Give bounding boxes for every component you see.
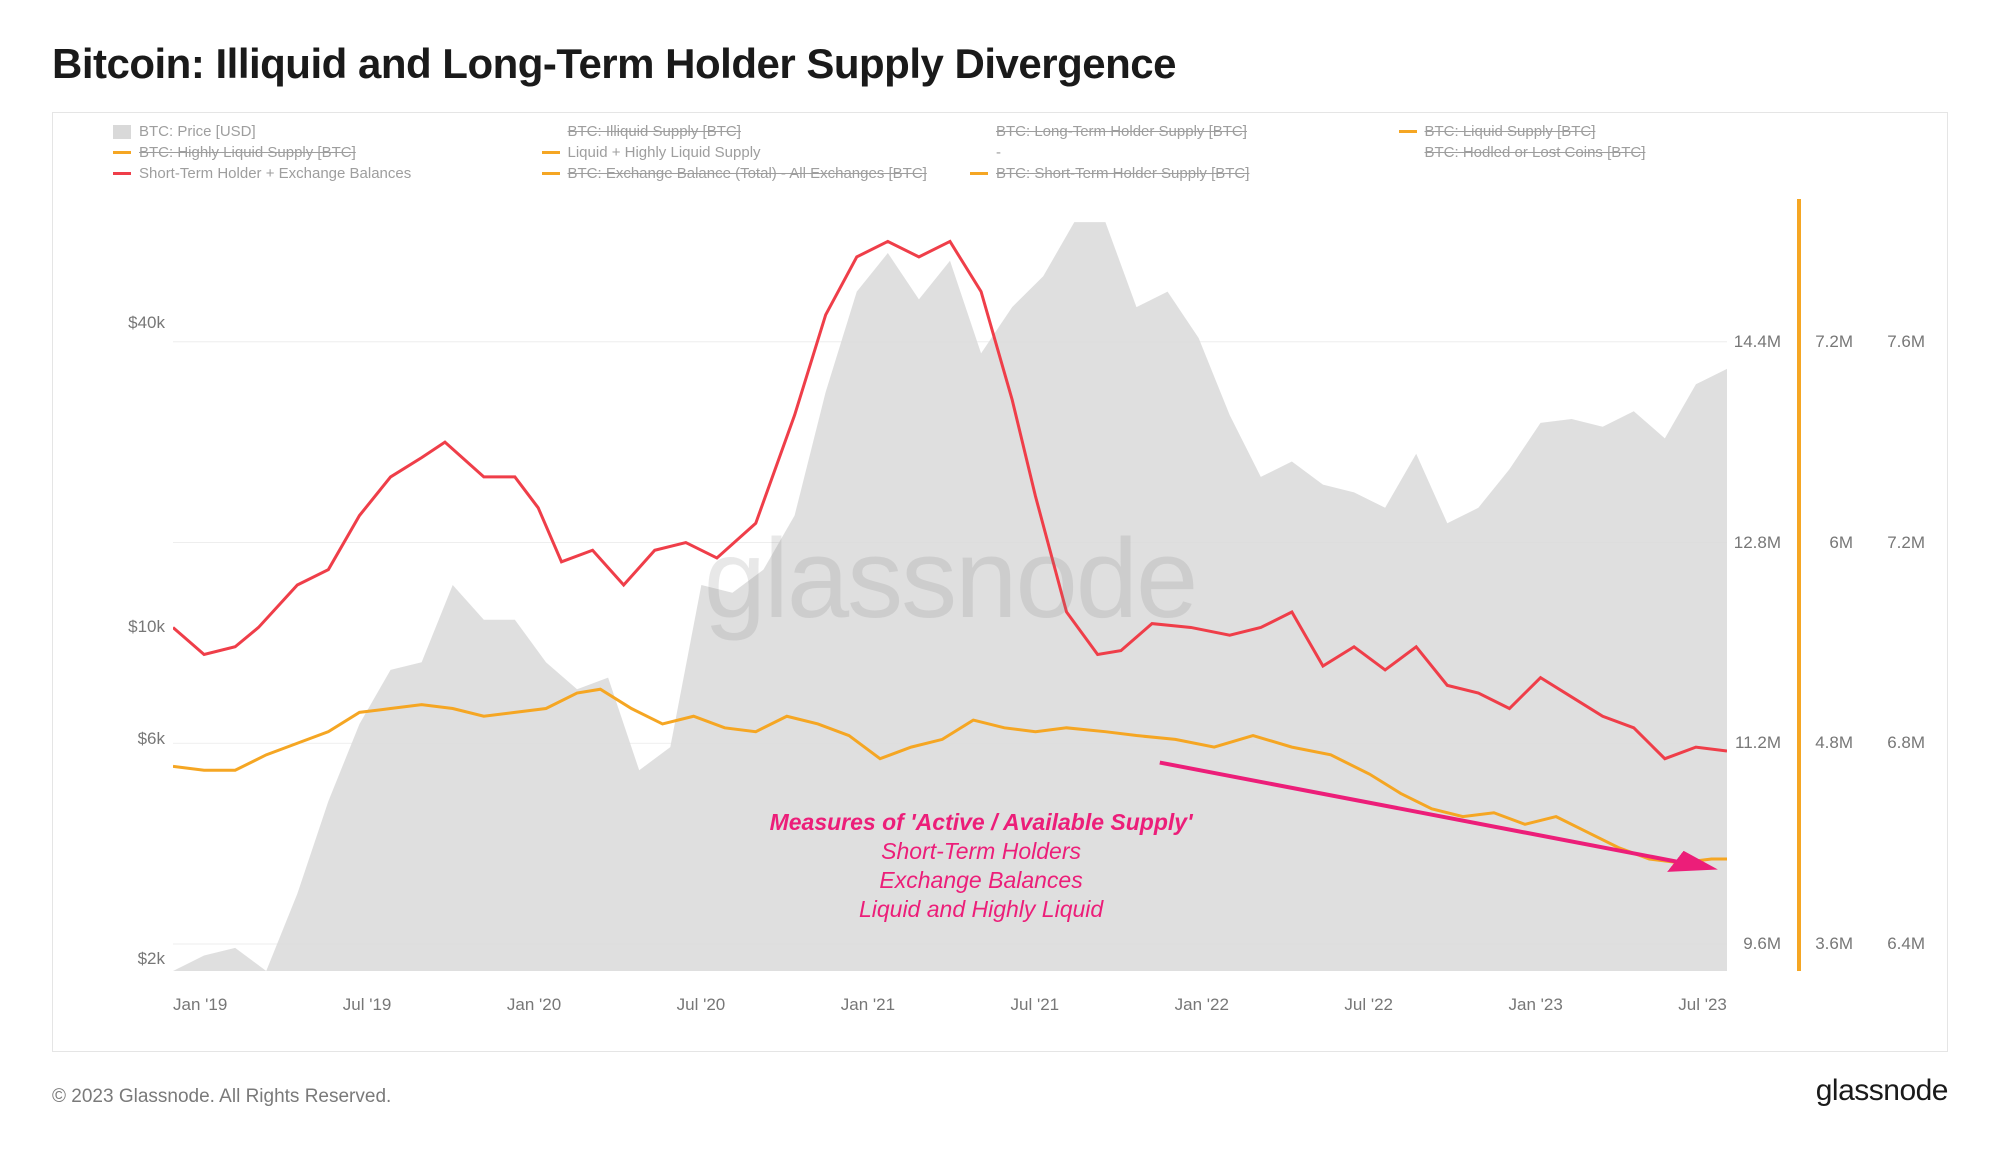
legend-swatch: [1399, 151, 1417, 154]
y-axis-left: $40k $10k $6k $2k: [65, 199, 165, 971]
x-tick: Jan '23: [1509, 995, 1563, 1015]
legend-label: BTC: Exchange Balance (Total) - All Exch…: [568, 165, 927, 182]
legend-swatch: [542, 172, 560, 175]
legend-label: -: [996, 144, 1001, 161]
legend-swatch: [970, 130, 988, 133]
legend-swatch: [542, 130, 560, 133]
legend-label: BTC: Short-Term Holder Supply [BTC]: [996, 165, 1249, 182]
legend-label: BTC: Liquid Supply [BTC]: [1425, 123, 1596, 140]
legend-item[interactable]: BTC: Exchange Balance (Total) - All Exch…: [542, 165, 971, 182]
legend-label: BTC: Hodled or Lost Coins [BTC]: [1425, 144, 1646, 161]
price-area: [173, 222, 1727, 971]
legend-item[interactable]: BTC: Hodled or Lost Coins [BTC]: [1399, 144, 1828, 161]
y-axis-right: 14.4M7.2M7.6M 12.8M6M7.2M 11.2M4.8M6.8M 9.6…: [1731, 199, 1941, 971]
y-tick-left: $10k: [128, 617, 165, 637]
copyright: © 2023 Glassnode. All Rights Reserved.: [52, 1086, 391, 1108]
y-tick-right: 12.8M6M7.2M: [1731, 533, 1941, 553]
legend-swatch: [542, 151, 560, 154]
brand-logo: glassnode: [1816, 1074, 1948, 1108]
y-tick-left: $6k: [138, 729, 165, 749]
right-axis-accent: [1797, 199, 1801, 971]
legend-swatch: [113, 172, 131, 175]
y-tick-left: $2k: [138, 949, 165, 969]
chart-frame: BTC: Price [USD] BTC: Illiquid Supply [BT…: [52, 112, 1948, 1052]
x-tick: Jan '19: [173, 995, 227, 1015]
legend-label: Short-Term Holder + Exchange Balances: [139, 165, 411, 182]
legend-item[interactable]: BTC: Short-Term Holder Supply [BTC]: [970, 165, 1399, 182]
page-title: Bitcoin: Illiquid and Long-Term Holder S…: [52, 40, 1948, 88]
x-tick: Jan '20: [507, 995, 561, 1015]
plot-area: glassnode Measures of 'Active / Availabl…: [173, 199, 1727, 971]
legend-swatch: [970, 172, 988, 175]
legend-label: BTC: Price [USD]: [139, 123, 256, 140]
x-tick: Jul '19: [343, 995, 392, 1015]
x-tick: Jan '22: [1175, 995, 1229, 1015]
legend-item[interactable]: Liquid + Highly Liquid Supply: [542, 144, 971, 161]
legend-item[interactable]: BTC: Price [USD]: [113, 123, 542, 140]
legend-item[interactable]: BTC: Liquid Supply [BTC]: [1399, 123, 1828, 140]
y-tick-right: 9.6M3.6M6.4M: [1731, 934, 1941, 954]
legend-label: BTC: Illiquid Supply [BTC]: [568, 123, 741, 140]
x-tick: Jul '21: [1011, 995, 1060, 1015]
legend-label: Liquid + Highly Liquid Supply: [568, 144, 761, 161]
legend-swatch: [1399, 130, 1417, 133]
legend-swatch: [970, 151, 988, 154]
legend-item[interactable]: BTC: Long-Term Holder Supply [BTC]: [970, 123, 1399, 140]
legend: BTC: Price [USD] BTC: Illiquid Supply [BT…: [113, 123, 1827, 182]
chart-svg: [173, 199, 1727, 971]
x-tick: Jul '22: [1344, 995, 1393, 1015]
y-tick-right: 11.2M4.8M6.8M: [1731, 733, 1941, 753]
y-tick-left: $40k: [128, 313, 165, 333]
x-tick: Jul '20: [677, 995, 726, 1015]
legend-swatch: [113, 125, 131, 139]
x-axis: Jan '19 Jul '19 Jan '20 Jul '20 Jan '21 Jul '…: [173, 995, 1727, 1015]
legend-item[interactable]: BTC: Illiquid Supply [BTC]: [542, 123, 971, 140]
legend-item[interactable]: BTC: Highly Liquid Supply [BTC]: [113, 144, 542, 161]
legend-swatch: [113, 151, 131, 154]
legend-label: BTC: Highly Liquid Supply [BTC]: [139, 144, 356, 161]
y-tick-right: 14.4M7.2M7.6M: [1731, 332, 1941, 352]
x-tick: Jul '23: [1678, 995, 1727, 1015]
legend-item[interactable]: Short-Term Holder + Exchange Balances: [113, 165, 542, 182]
legend-label: BTC: Long-Term Holder Supply [BTC]: [996, 123, 1247, 140]
legend-item[interactable]: -: [970, 144, 1399, 161]
x-tick: Jan '21: [841, 995, 895, 1015]
footer: © 2023 Glassnode. All Rights Reserved. g…: [52, 1074, 1948, 1108]
